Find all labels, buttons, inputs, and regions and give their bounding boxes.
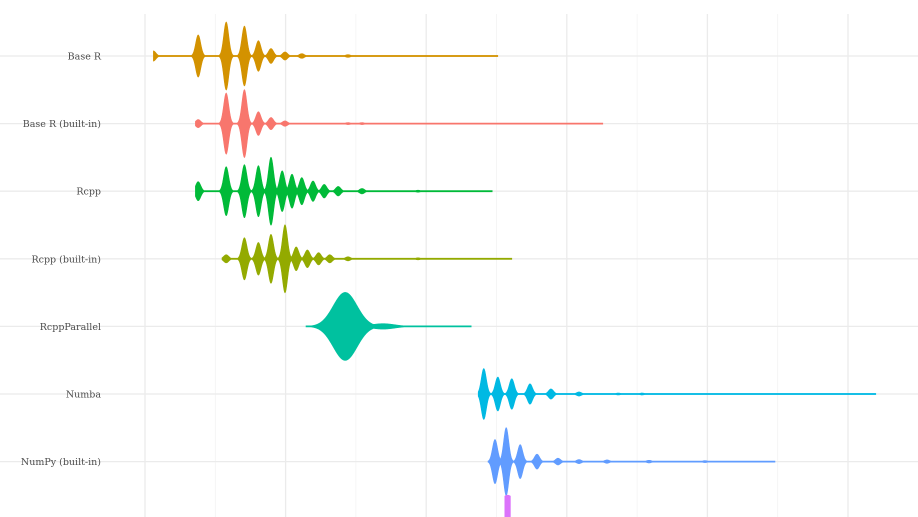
violin-rcpp-built-in [221, 224, 513, 294]
violin-numba [477, 368, 877, 420]
y-tick-label: Rcpp (built-in) [31, 254, 101, 265]
violin-base-r [153, 21, 499, 91]
y-tick-label: NumPy (built-in) [21, 457, 101, 468]
y-tick-label: Base R [68, 52, 102, 63]
violin-numpy-built-in [487, 427, 776, 496]
violin-base-r-built-in [195, 89, 604, 159]
violin-rcppparallel [305, 292, 472, 361]
violins [153, 21, 877, 517]
grid-minor [214, 14, 779, 517]
violin-rcpp [195, 156, 493, 226]
violin-partial [504, 494, 511, 517]
y-tick-label: RcppParallel [40, 322, 101, 333]
grid-major [0, 14, 918, 517]
y-tick-label: Numba [66, 390, 102, 401]
y-tick-label: Rcpp [76, 187, 101, 198]
y-tick-label: Base R (built-in) [23, 119, 101, 130]
y-axis-labels: Base R Base R (built-in) Rcpp Rcpp (built-i… [21, 52, 102, 469]
